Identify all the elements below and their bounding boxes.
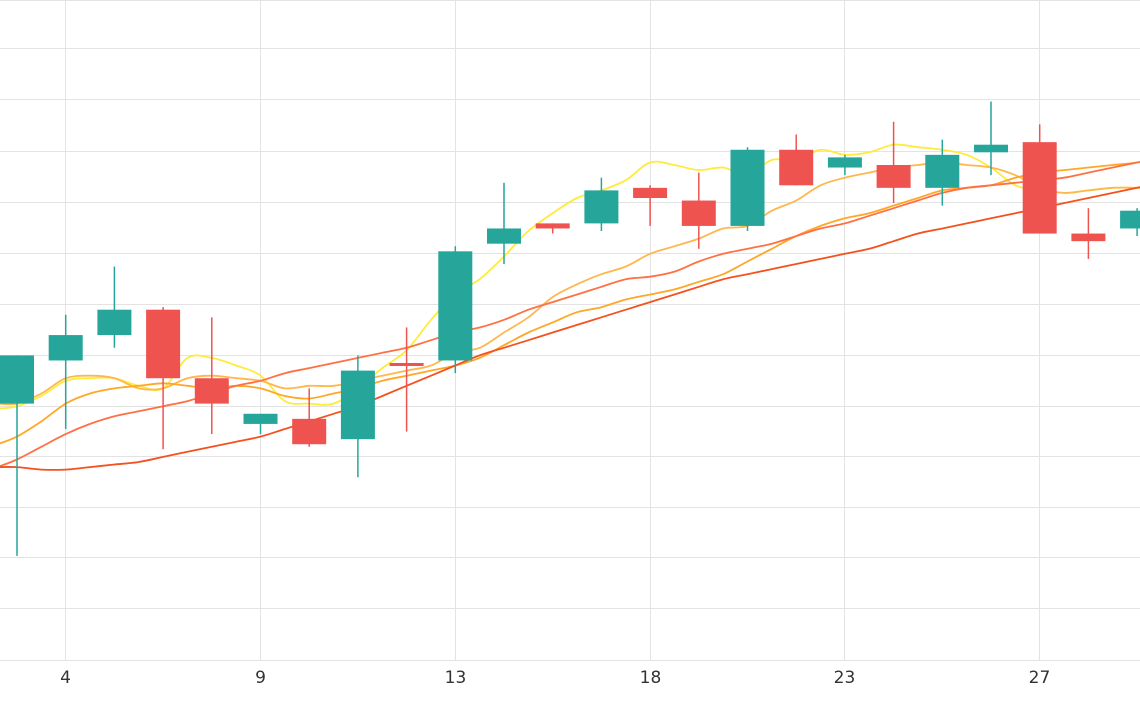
x-tick-label: 4 xyxy=(60,668,71,688)
candle-body xyxy=(389,363,424,366)
candle-body xyxy=(925,154,960,188)
moving-average-line-2 xyxy=(0,161,1140,406)
candle-down xyxy=(194,317,229,435)
moving-average-line-4 xyxy=(0,160,1140,468)
x-axis: 4 9 13 18 23 27 xyxy=(60,668,1050,688)
candle-down xyxy=(779,134,814,186)
candle-body xyxy=(438,251,473,361)
candle-up xyxy=(48,314,83,429)
moving-average-line-3 xyxy=(0,161,1140,445)
candle-up xyxy=(340,355,375,478)
candle-up xyxy=(925,139,960,206)
candle-up xyxy=(97,266,132,348)
candle-down xyxy=(389,327,424,432)
x-tick-label: 13 xyxy=(445,668,467,688)
candle-body xyxy=(730,149,765,226)
candle-body xyxy=(48,335,83,361)
candle-up xyxy=(827,154,862,176)
candle-body xyxy=(194,378,229,404)
candle-up xyxy=(730,147,765,231)
candle-down xyxy=(292,388,327,447)
candle-down xyxy=(633,185,668,226)
candle-body xyxy=(340,370,375,440)
candle-body xyxy=(633,187,668,198)
candle-up xyxy=(974,101,1008,176)
moving-average-line-5 xyxy=(0,186,1140,471)
candle-body xyxy=(487,228,521,244)
candle-up xyxy=(487,182,521,264)
candle-body xyxy=(292,418,327,445)
moving-average-line-1 xyxy=(0,143,1140,410)
candle-body xyxy=(1071,233,1106,242)
candle-body xyxy=(535,223,570,229)
candle-body xyxy=(584,190,619,224)
candle-down xyxy=(681,172,716,249)
candle-up xyxy=(438,246,473,374)
x-tick-label: 23 xyxy=(834,668,856,688)
candle-down xyxy=(1022,124,1057,234)
candle-up xyxy=(0,355,34,556)
candle-body xyxy=(0,355,34,404)
candle-up xyxy=(243,413,278,435)
moving-average-lines xyxy=(0,143,1140,471)
candle-body xyxy=(243,413,278,424)
x-tick-label: 27 xyxy=(1029,668,1051,688)
x-tick-label: 9 xyxy=(255,668,266,688)
candle-body xyxy=(779,149,814,186)
candle-down xyxy=(876,121,911,204)
candle-body xyxy=(827,157,862,168)
candles xyxy=(0,101,1140,556)
candle-up xyxy=(1120,208,1140,237)
candle-body xyxy=(681,200,716,226)
candle-body xyxy=(146,309,181,379)
candle-body xyxy=(1022,142,1057,234)
candle-body xyxy=(97,309,132,336)
candle-up xyxy=(584,177,619,231)
candle-down xyxy=(535,223,570,234)
candle-down xyxy=(146,307,181,450)
x-tick-label: 18 xyxy=(640,668,662,688)
candle-body xyxy=(1120,210,1140,229)
candle-down xyxy=(1071,208,1106,259)
candle-body xyxy=(876,165,911,188)
candle-body xyxy=(974,144,1008,153)
